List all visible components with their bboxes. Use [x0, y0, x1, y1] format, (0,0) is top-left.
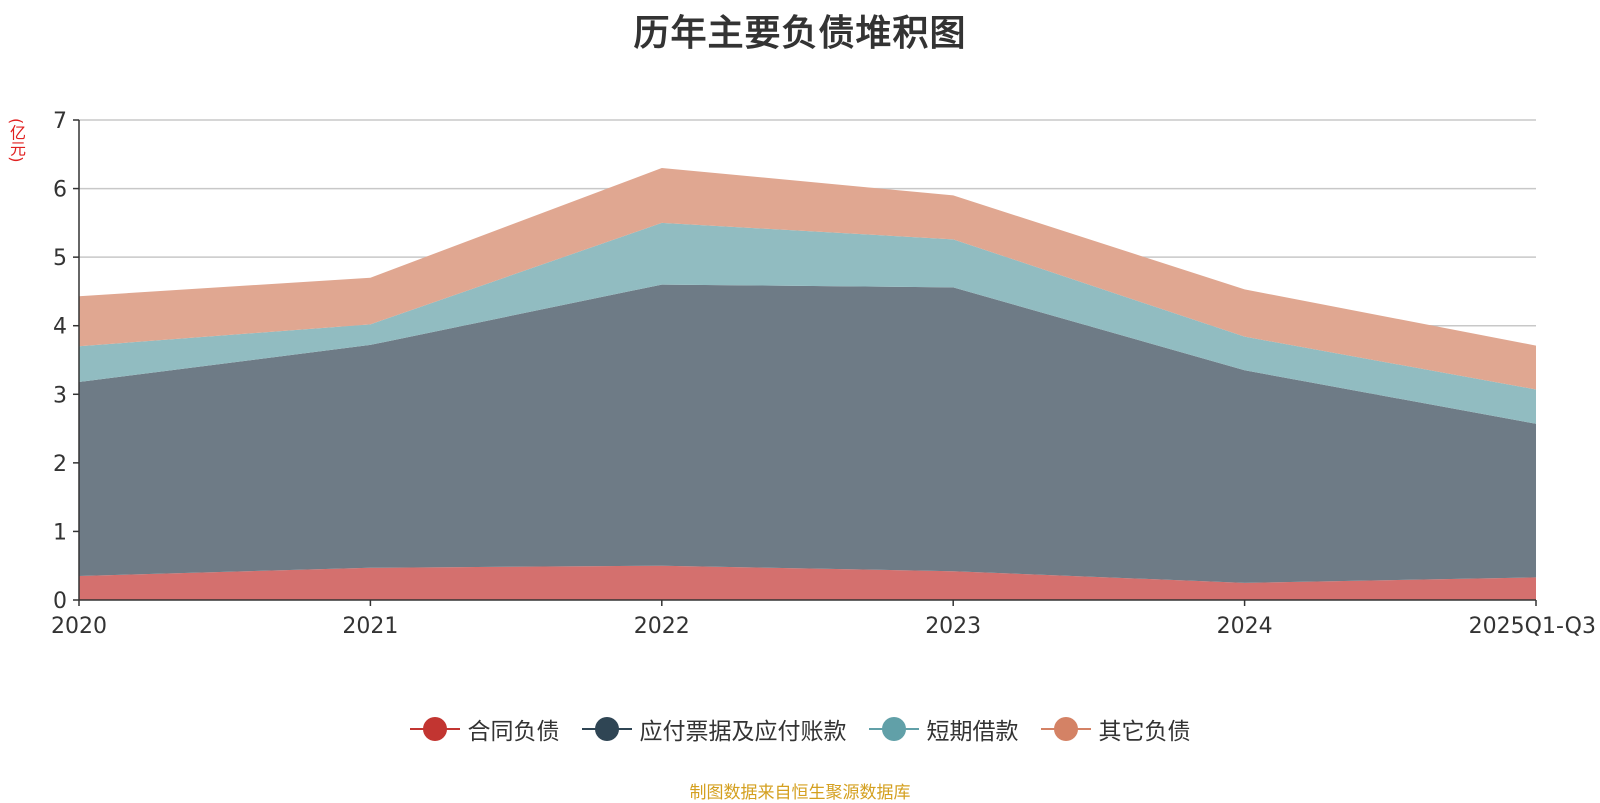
- x-tick-label: 2020: [51, 614, 107, 639]
- legend-item-3[interactable]: 其它负债: [1040, 712, 1191, 746]
- legend-circle-icon: [409, 717, 460, 741]
- legend-label: 合同负债: [467, 719, 560, 745]
- y-tick-label: 3: [53, 383, 67, 408]
- axes: [73, 119, 1537, 606]
- area-series-0[interactable]: [79, 565, 1536, 600]
- y-axis-unit-label: (亿元): [7, 118, 26, 163]
- legend-item-1[interactable]: 应付票据及应付账款: [581, 712, 847, 746]
- y-tick-label: 7: [53, 109, 67, 134]
- legend-item-0[interactable]: 合同负债: [409, 712, 560, 746]
- y-tick-label: 0: [53, 589, 67, 614]
- y-tick-label: 1: [53, 520, 67, 545]
- area-series-1[interactable]: [79, 284, 1536, 583]
- x-tick-label: 2022: [634, 614, 690, 639]
- legend-label: 应付票据及应付账款: [639, 719, 847, 745]
- legend-label: 其它负债: [1098, 719, 1191, 745]
- y-tick-label: 2: [53, 452, 67, 477]
- legend-item-2[interactable]: 短期借款: [868, 712, 1019, 746]
- data-source-note: 制图数据来自恒生聚源数据库: [689, 783, 911, 803]
- legend-dot: [881, 717, 906, 741]
- stacked-areas: [79, 168, 1536, 600]
- x-tick-label: 2023: [925, 614, 981, 639]
- legend-circle-icon: [868, 717, 919, 741]
- legend-circle-icon: [1040, 717, 1091, 741]
- area-series-3[interactable]: [79, 168, 1536, 390]
- chart-title: 历年主要负债堆积图: [633, 13, 967, 54]
- legend: 合同负债 应付票据及应付账款 短期借款 其它负债: [0, 712, 1600, 746]
- y-tick-label: 4: [53, 315, 67, 340]
- area-series-2[interactable]: [79, 222, 1536, 424]
- y-tick-label: 6: [53, 178, 67, 203]
- tick-labels: 0 1 2 3 4 5 6 7 2020 2021 2022 2023 2024 2025Q1-Q3: [51, 109, 1596, 639]
- x-tick-label: 2025Q1-Q3: [1469, 614, 1596, 639]
- legend-dot: [422, 717, 447, 741]
- legend-circle-icon: [581, 717, 632, 741]
- x-tick-label: 2021: [342, 614, 398, 639]
- x-tick-label: 2024: [1217, 614, 1273, 639]
- legend-dot: [594, 717, 619, 741]
- y-tick-label: 5: [53, 246, 67, 271]
- legend-label: 短期借款: [926, 719, 1019, 745]
- legend-dot: [1053, 717, 1078, 741]
